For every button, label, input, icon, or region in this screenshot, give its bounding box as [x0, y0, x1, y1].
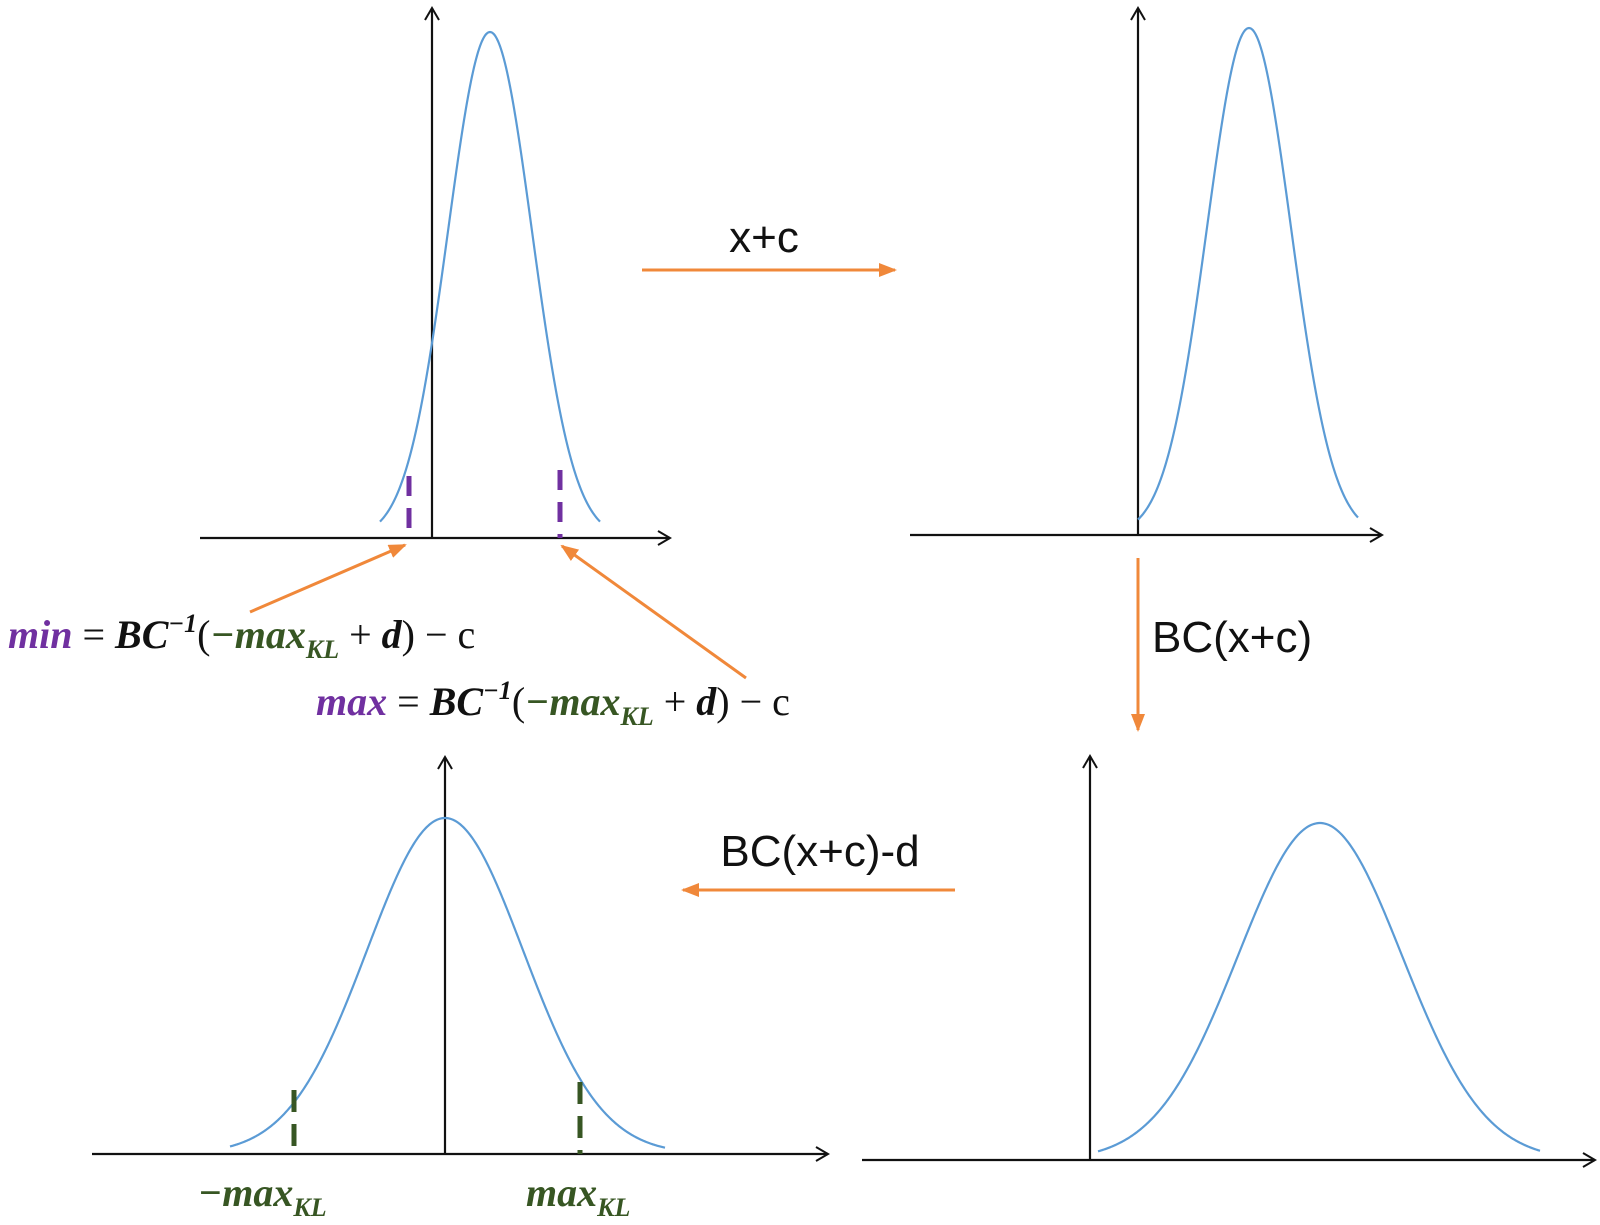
open-paren: ( — [512, 679, 525, 724]
minus-c: − c — [415, 612, 475, 657]
distribution-curve — [229, 816, 666, 1149]
arrow-bc-minus-d: BC(x+c)-d — [681, 827, 955, 897]
max-text: max — [526, 1170, 597, 1215]
arrow-label: BC(x+c) — [1152, 613, 1312, 662]
arrow-x-plus-c: x+c — [642, 213, 897, 277]
formula-max: max = BC−1(−maxKL + d) − c — [316, 676, 790, 731]
kl-subscript: KL — [292, 1193, 326, 1222]
open-paren: ( — [197, 612, 210, 657]
inverse-exponent: −1 — [483, 676, 512, 705]
distribution-curve — [379, 30, 601, 523]
kl-subscript: KL — [596, 1193, 630, 1222]
arrow-bc: BC(x+c) — [1131, 558, 1312, 732]
min-label: min — [8, 612, 72, 657]
pos-max-kl-label: maxKL — [526, 1170, 630, 1222]
plot-top-right — [910, 6, 1384, 543]
kl-subscript: KL — [305, 635, 339, 664]
d: d — [696, 679, 717, 724]
distribution-curve — [1137, 26, 1359, 521]
equals: = — [72, 612, 115, 657]
neg-max-kl-label: −maxKL — [198, 1170, 327, 1222]
equals: = — [387, 679, 430, 724]
kl-subscript: KL — [620, 702, 654, 731]
distribution-curve — [1097, 821, 1541, 1153]
inverse-exponent: −1 — [168, 609, 197, 638]
formula-min: min = BC−1(−maxKL + d) − c — [8, 609, 475, 664]
close-paren: ) — [402, 612, 415, 657]
d: d — [382, 612, 403, 657]
arrow-label: BC(x+c)-d — [720, 827, 919, 876]
min-pointer-arrow — [249, 543, 407, 614]
arrow-label: x+c — [729, 213, 799, 262]
minus-c: − c — [730, 679, 790, 724]
plot-bottom-left — [92, 755, 830, 1162]
bc: BC — [114, 612, 170, 657]
plus: + — [654, 679, 697, 724]
max-pointer-arrow — [560, 544, 747, 680]
neg-max: −max — [211, 612, 306, 657]
close-paren: ) — [716, 679, 729, 724]
plot-top-left — [200, 6, 672, 546]
plot-bottom-right — [862, 754, 1597, 1168]
max-label: max — [316, 679, 387, 724]
neg-max-text: −max — [198, 1170, 293, 1215]
bc: BC — [429, 679, 485, 724]
plus: + — [339, 612, 382, 657]
neg-max: −max — [525, 679, 620, 724]
